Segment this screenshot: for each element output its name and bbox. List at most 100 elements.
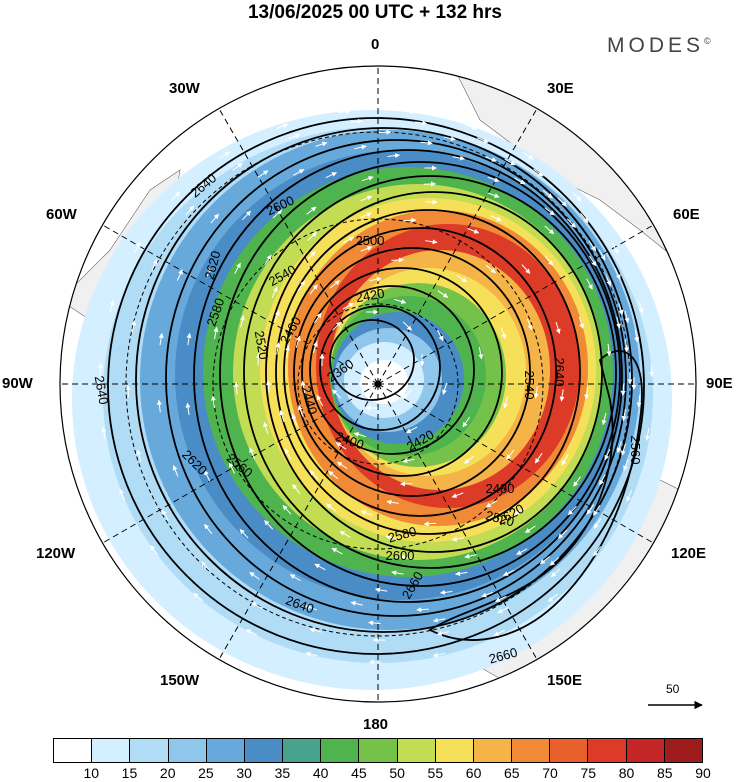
wind-arrow <box>504 158 516 166</box>
wind-arrow <box>213 326 219 340</box>
wind-arrow <box>649 364 655 378</box>
height-contour <box>275 209 581 535</box>
wind-arrow <box>584 387 590 400</box>
wind-arrow <box>497 606 509 614</box>
wind-arrow <box>307 231 317 241</box>
longitude-label-90w: 90W <box>2 375 33 392</box>
reference-vector-label: 50 <box>666 682 680 696</box>
wind-arrow <box>544 225 555 235</box>
wind-arrow <box>176 269 183 281</box>
contour-label: 2640 <box>552 358 567 387</box>
colorbar-tick-label: 45 <box>351 765 367 781</box>
wind-arrow <box>533 168 544 177</box>
wind-arrow <box>592 505 601 516</box>
wind-arrow <box>611 243 619 255</box>
wind-arrow <box>125 385 131 398</box>
wind-arrow <box>522 151 534 160</box>
wind-arrow <box>573 476 581 487</box>
svg-text:2640: 2640 <box>92 375 112 406</box>
wind-arrow <box>516 548 528 555</box>
wind-arrow <box>285 345 291 358</box>
wind-arrow <box>481 591 494 598</box>
wind-arrow <box>533 386 539 399</box>
wind-arrow <box>250 602 262 609</box>
wind-arrow <box>467 228 480 234</box>
wind-arrow <box>391 257 404 263</box>
wind-arrow <box>297 280 306 292</box>
wind-arrow <box>462 416 471 428</box>
contour-label: 2440 <box>299 384 321 416</box>
longitude-label-60w: 60W <box>46 206 77 223</box>
svg-text:2640: 2640 <box>552 358 567 387</box>
wind-arrow <box>293 169 305 176</box>
wind-arrow <box>403 217 417 223</box>
wind-arrow <box>578 316 584 329</box>
svg-text:2660: 2660 <box>487 644 519 666</box>
svg-text:2420: 2420 <box>355 286 386 306</box>
wind-arrow <box>616 440 622 453</box>
colorbar-swatch <box>512 739 551 762</box>
wind-arrow <box>464 553 477 559</box>
wind-arrow <box>361 176 374 182</box>
wind-arrow <box>534 452 543 464</box>
wind-arrow <box>289 574 301 582</box>
wind-arrow <box>101 426 107 440</box>
wind-arrow <box>241 210 251 221</box>
wind-arrow <box>490 215 502 222</box>
wind-arrow <box>495 595 507 602</box>
wind-arrow <box>335 442 347 450</box>
colorbar-tick-label: 30 <box>236 765 252 781</box>
colorbar-tick-label: 80 <box>618 765 635 781</box>
wind-arrow <box>544 207 555 216</box>
wind-arrow <box>503 396 509 409</box>
wind-arrow <box>326 503 337 512</box>
wind-arrow <box>416 607 429 613</box>
height-contour <box>165 139 627 617</box>
wind-arrow <box>542 190 553 199</box>
wind-arrow <box>133 241 141 253</box>
wind-arrow <box>297 405 304 417</box>
colorbar-swatch <box>92 739 131 762</box>
wind-arrow <box>644 428 650 441</box>
svg-text:2520: 2520 <box>484 507 516 529</box>
colorbar-swatch <box>397 739 436 762</box>
longitude-label-120e: 120E <box>671 545 707 562</box>
longitude-label-180: 180 <box>363 716 389 733</box>
wind-arrow <box>156 399 162 413</box>
wind-arrow <box>503 569 515 576</box>
wind-arrow <box>211 395 216 408</box>
contour-label: 2420 <box>355 286 386 306</box>
wind-arrow <box>232 163 243 171</box>
wind-arrow <box>567 505 577 516</box>
colorbar-tick-label: 75 <box>580 765 597 781</box>
wind-arrow <box>374 587 388 593</box>
wind-arrow <box>436 630 449 636</box>
colorbar-swatch <box>168 739 207 762</box>
wind-arrow <box>506 449 515 460</box>
polar-map: 2360240024202420244024602480250025202520… <box>59 65 703 710</box>
wind-arrow <box>158 332 164 346</box>
wind-arrow <box>314 563 326 571</box>
wind-arrow <box>634 330 640 343</box>
wind-arrow <box>500 327 507 339</box>
wind-arrow <box>264 520 274 530</box>
wind-arrow <box>402 389 412 399</box>
wind-arrow <box>354 144 367 150</box>
wind-arrow <box>521 264 531 274</box>
wind-arrow <box>368 620 381 626</box>
wind-arrow <box>514 507 525 516</box>
wind-arrow <box>350 118 364 124</box>
colorbar-tick-label: 85 <box>656 765 673 781</box>
wind-arrow <box>586 278 593 290</box>
wind-arrow <box>316 394 324 407</box>
wind-arrow <box>487 176 500 183</box>
wind-arrow <box>276 123 289 129</box>
contour-label: 2560 <box>628 436 643 465</box>
wind-arrow <box>387 153 401 159</box>
wind-arrow <box>636 395 642 408</box>
wind-arrow <box>601 412 607 426</box>
wind-arrow <box>295 335 301 348</box>
wind-arrow <box>439 589 453 595</box>
wind-arrow <box>332 389 342 399</box>
colorbar-swatch <box>283 739 322 762</box>
